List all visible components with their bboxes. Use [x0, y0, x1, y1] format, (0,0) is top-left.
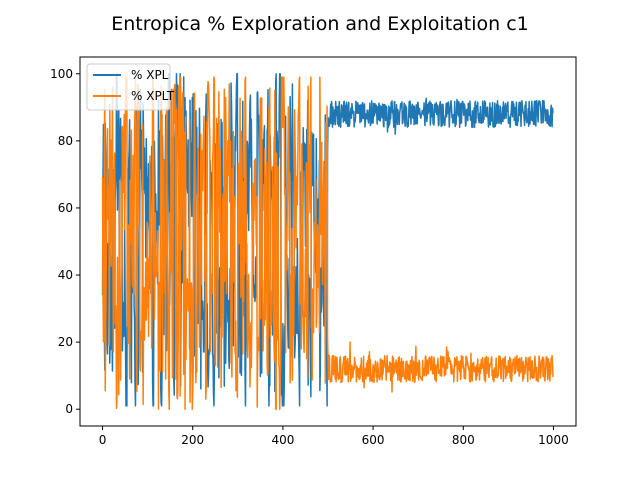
y-tick-label: 100	[50, 67, 73, 81]
y-tick-label: 40	[58, 268, 73, 282]
legend-label-xplt: % XPLT	[131, 89, 175, 103]
x-tick-label: 200	[181, 433, 204, 447]
x-tick-label: 1000	[538, 433, 569, 447]
x-tick-label: 0	[99, 433, 107, 447]
x-axis: 0 200 400 600 800 1000	[99, 426, 569, 447]
x-tick-label: 400	[271, 433, 294, 447]
y-tick-label: 60	[58, 201, 73, 215]
y-tick-label: 20	[58, 335, 73, 349]
plot-area	[79, 56, 577, 427]
chart-title: Entropica % Exploration and Exploitation…	[111, 13, 529, 35]
legend-label-xpl: % XPL	[131, 68, 169, 82]
y-tick-label: 80	[58, 134, 73, 148]
x-tick-label: 600	[362, 433, 385, 447]
y-tick-label: 0	[65, 402, 73, 416]
legend: % XPL % XPLT	[86, 63, 175, 111]
series-layer	[101, 73, 554, 410]
series-line-xplt	[101, 76, 554, 410]
plot-frame	[79, 56, 577, 427]
x-tick-label: 800	[452, 433, 475, 447]
y-axis: 0 20 40 60 80 100	[50, 67, 80, 416]
